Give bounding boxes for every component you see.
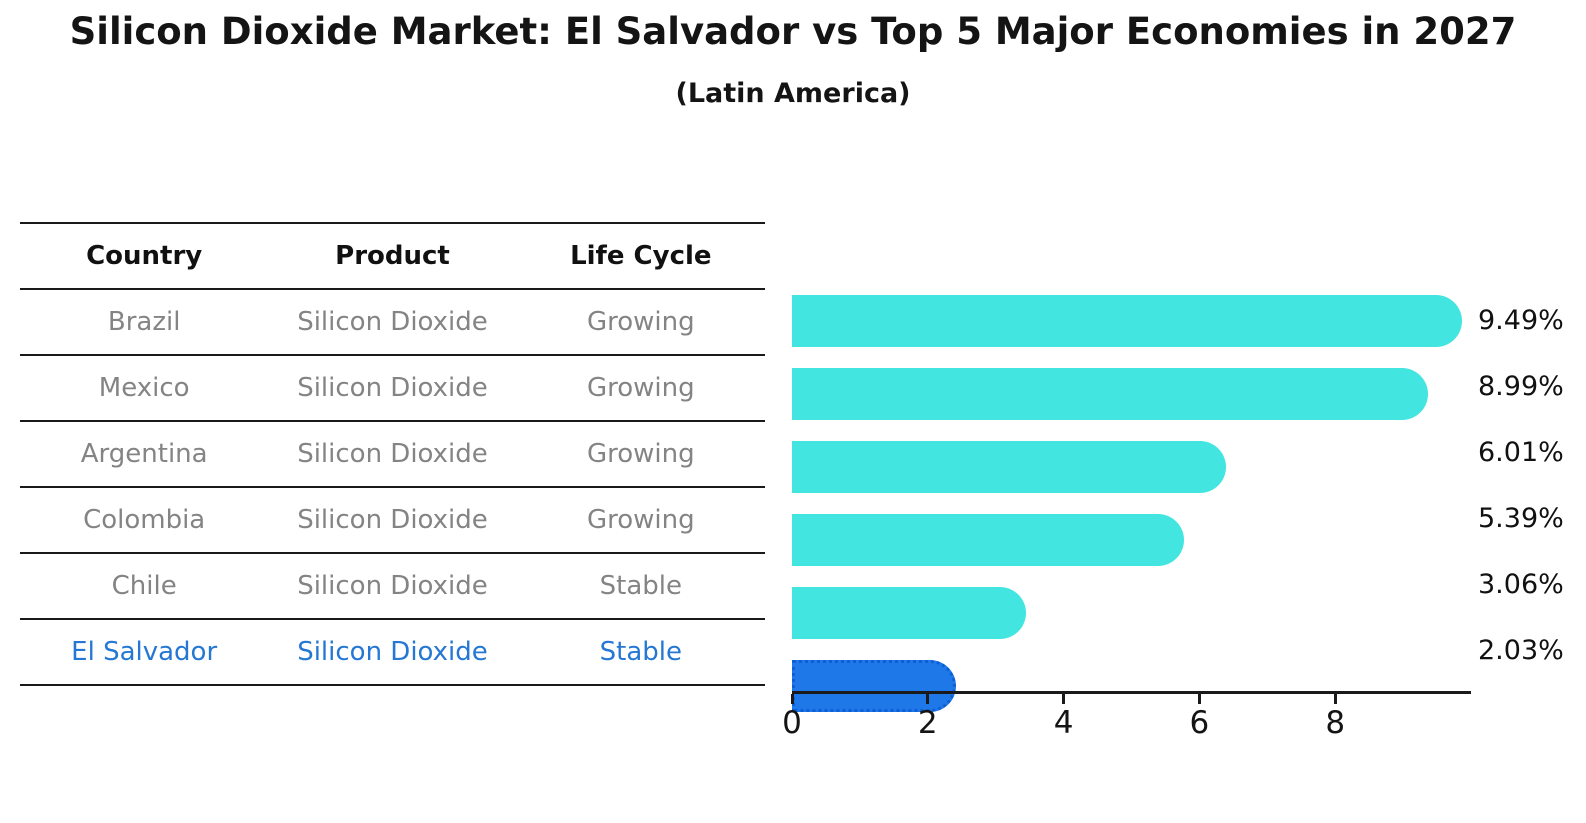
- x-tick-label: 0: [782, 705, 802, 741]
- table-header-row: Country Product Life Cycle: [20, 224, 765, 290]
- country-table: Country Product Life Cycle Brazil Silico…: [20, 222, 765, 686]
- table-header-life-cycle: Life Cycle: [570, 241, 712, 271]
- bar-band: [792, 441, 1492, 507]
- bar-plot-area: [792, 288, 1492, 712]
- table-cell-life-cycle: Stable: [599, 637, 682, 667]
- table-cell-product: Silicon Dioxide: [297, 439, 488, 469]
- bar-band: [792, 295, 1492, 361]
- chart-title: Silicon Dioxide Market: El Salvador vs T…: [69, 10, 1517, 53]
- bar-brazil: [792, 295, 1463, 347]
- x-tick-mark: [1333, 694, 1337, 704]
- table-cell-country: Brazil: [107, 307, 181, 337]
- bar-el-salvador: [792, 660, 956, 712]
- table-cell-life-cycle: Growing: [586, 505, 695, 535]
- x-axis-line: [792, 691, 1471, 694]
- table-cell-country: Chile: [111, 571, 177, 601]
- table-cell-product: Silicon Dioxide: [297, 505, 488, 535]
- x-tick-label: 2: [917, 705, 938, 741]
- table-row-mexico: Mexico Silicon Dioxide Growing: [20, 356, 765, 422]
- bar-value-label-argentina: 6.01%: [1478, 437, 1564, 468]
- x-tick-mark: [1197, 694, 1201, 704]
- table-cell-product: Silicon Dioxide: [297, 637, 488, 667]
- bar-colombia: [792, 514, 1184, 566]
- table-header-country: Country: [86, 241, 203, 271]
- table-row-colombia: Colombia Silicon Dioxide Growing: [20, 488, 765, 554]
- table-cell-life-cycle: Stable: [599, 571, 682, 601]
- bar-chile: [792, 587, 1026, 639]
- table-row-argentina: Argentina Silicon Dioxide Growing: [20, 422, 765, 488]
- table-row-chile: Chile Silicon Dioxide Stable: [20, 554, 765, 620]
- bar-argentina: [792, 441, 1227, 493]
- x-axis-ticks: 0 2 4 6 8: [782, 691, 1471, 761]
- table-cell-life-cycle: Growing: [586, 373, 695, 403]
- table-body: Brazil Silicon Dioxide Growing Mexico Si…: [20, 290, 765, 686]
- bar-value-label-chile: 3.06%: [1478, 569, 1564, 600]
- table-row-brazil: Brazil Silicon Dioxide Growing: [20, 290, 765, 356]
- bar-value-label-mexico: 8.99%: [1478, 371, 1564, 402]
- x-tick-label: 4: [1053, 705, 1074, 741]
- bar-band: [792, 514, 1492, 580]
- table-cell-country: Colombia: [83, 505, 206, 535]
- table-cell-country: Mexico: [98, 373, 190, 403]
- x-tick-mark: [1062, 694, 1066, 704]
- x-tick-label: 8: [1325, 705, 1346, 741]
- bar-band: [792, 368, 1492, 434]
- chart-subtitle: (Latin America): [675, 78, 911, 109]
- bar-value-label-colombia: 5.39%: [1478, 503, 1564, 534]
- x-tick-mark: [790, 694, 794, 704]
- table-cell-country: El Salvador: [71, 637, 218, 667]
- x-tick-label: 6: [1189, 705, 1210, 741]
- table-header-product: Product: [335, 241, 450, 271]
- table-cell-product: Silicon Dioxide: [297, 571, 488, 601]
- x-tick-mark: [926, 694, 930, 704]
- table-cell-life-cycle: Growing: [586, 307, 695, 337]
- bar-value-label-brazil: 9.49%: [1478, 305, 1564, 336]
- table-cell-product: Silicon Dioxide: [297, 373, 488, 403]
- table-row-el-salvador: El Salvador Silicon Dioxide Stable: [20, 620, 765, 686]
- bar-band: [792, 587, 1492, 653]
- bar-value-label-el-salvador: 2.03%: [1478, 635, 1564, 666]
- bar-band: [792, 660, 1492, 726]
- table-cell-product: Silicon Dioxide: [297, 307, 488, 337]
- bar-mexico: [792, 368, 1429, 420]
- table-cell-country: Argentina: [80, 439, 208, 469]
- table-cell-life-cycle: Growing: [586, 439, 695, 469]
- bar-value-labels: 9.49% 8.99% 6.01% 5.39% 3.06% 2.03%: [1478, 288, 1586, 684]
